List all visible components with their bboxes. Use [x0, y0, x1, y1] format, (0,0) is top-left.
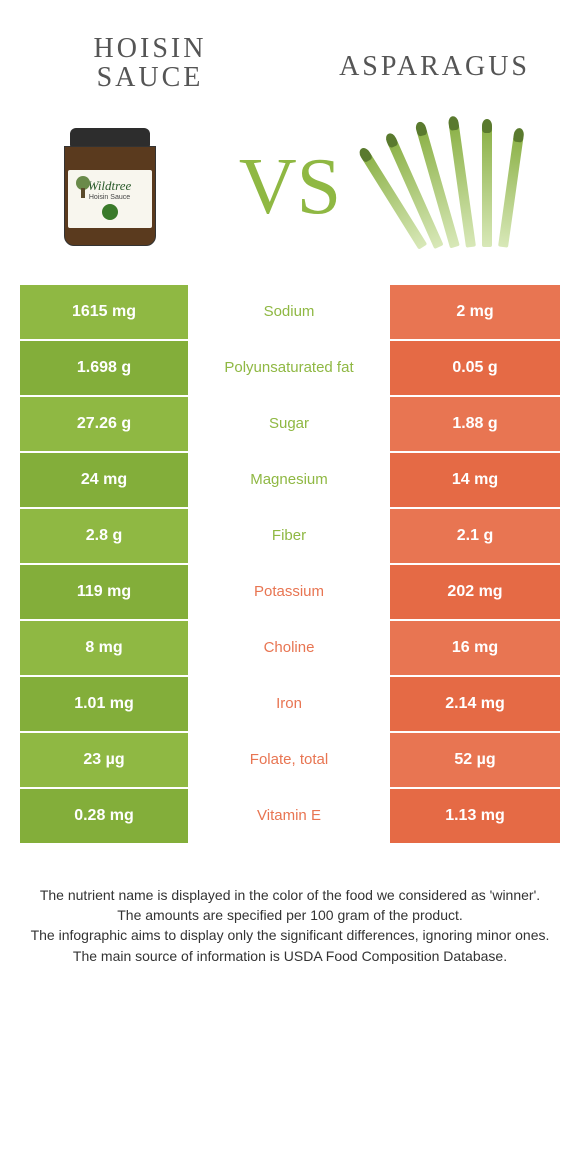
footer-line: The amounts are specified per 100 gram o… — [30, 905, 550, 925]
nutrient-name: Sodium — [190, 285, 390, 339]
left-value: 1.01 mg — [20, 677, 190, 731]
jar-icon: Wildtree Hoisin Sauce — [58, 128, 163, 248]
left-value: 1.698 g — [20, 341, 190, 395]
right-value: 202 mg — [390, 565, 560, 619]
title-right: ASPARAGUS — [310, 34, 530, 81]
table-row: 119 mgPotassium202 mg — [20, 565, 560, 621]
right-value: 1.13 mg — [390, 789, 560, 843]
footer-line: The nutrient name is displayed in the co… — [30, 885, 550, 905]
table-row: 0.28 mgVitamin E1.13 mg — [20, 789, 560, 845]
nutrient-name: Choline — [190, 621, 390, 675]
images-row: Wildtree Hoisin Sauce VS — [0, 103, 580, 283]
left-value: 0.28 mg — [20, 789, 190, 843]
table-row: 23 µgFolate, total52 µg — [20, 733, 560, 789]
nutrient-name: Magnesium — [190, 453, 390, 507]
right-value: 2.1 g — [390, 509, 560, 563]
nutrient-name: Vitamin E — [190, 789, 390, 843]
left-value: 24 mg — [20, 453, 190, 507]
right-value: 14 mg — [390, 453, 560, 507]
footer-line: The main source of information is USDA F… — [30, 946, 550, 966]
nutrient-name: Potassium — [190, 565, 390, 619]
nutrient-name: Folate, total — [190, 733, 390, 787]
nutrient-name: Iron — [190, 677, 390, 731]
left-value: 119 mg — [20, 565, 190, 619]
title-left: HOISIN SAUCE — [50, 34, 250, 93]
right-value: 16 mg — [390, 621, 560, 675]
footer-notes: The nutrient name is displayed in the co… — [0, 845, 580, 966]
nutrient-name: Fiber — [190, 509, 390, 563]
table-row: 27.26 gSugar1.88 g — [20, 397, 560, 453]
footer-line: The infographic aims to display only the… — [30, 925, 550, 945]
table-row: 1.01 mgIron2.14 mg — [20, 677, 560, 733]
header: HOISIN SAUCE ASPARAGUS — [0, 0, 580, 103]
left-food-image: Wildtree Hoisin Sauce — [40, 118, 180, 258]
right-value: 2 mg — [390, 285, 560, 339]
table-row: 2.8 gFiber2.1 g — [20, 509, 560, 565]
left-value: 23 µg — [20, 733, 190, 787]
left-value: 1615 mg — [20, 285, 190, 339]
left-value: 2.8 g — [20, 509, 190, 563]
nutrient-name: Polyunsaturated fat — [190, 341, 390, 395]
left-value: 27.26 g — [20, 397, 190, 451]
right-value: 1.88 g — [390, 397, 560, 451]
table-row: 1.698 gPolyunsaturated fat0.05 g — [20, 341, 560, 397]
right-food-image — [400, 118, 540, 258]
jar-product: Hoisin Sauce — [89, 194, 130, 201]
nutrient-name: Sugar — [190, 397, 390, 451]
left-value: 8 mg — [20, 621, 190, 675]
nutrition-table: 1615 mgSodium2 mg1.698 gPolyunsaturated … — [20, 283, 560, 845]
table-row: 8 mgCholine16 mg — [20, 621, 560, 677]
right-value: 52 µg — [390, 733, 560, 787]
right-value: 2.14 mg — [390, 677, 560, 731]
right-value: 0.05 g — [390, 341, 560, 395]
vs-label: VS — [239, 142, 341, 233]
asparagus-icon — [400, 123, 540, 253]
table-row: 1615 mgSodium2 mg — [20, 285, 560, 341]
jar-brand: Wildtree — [88, 178, 132, 194]
table-row: 24 mgMagnesium14 mg — [20, 453, 560, 509]
